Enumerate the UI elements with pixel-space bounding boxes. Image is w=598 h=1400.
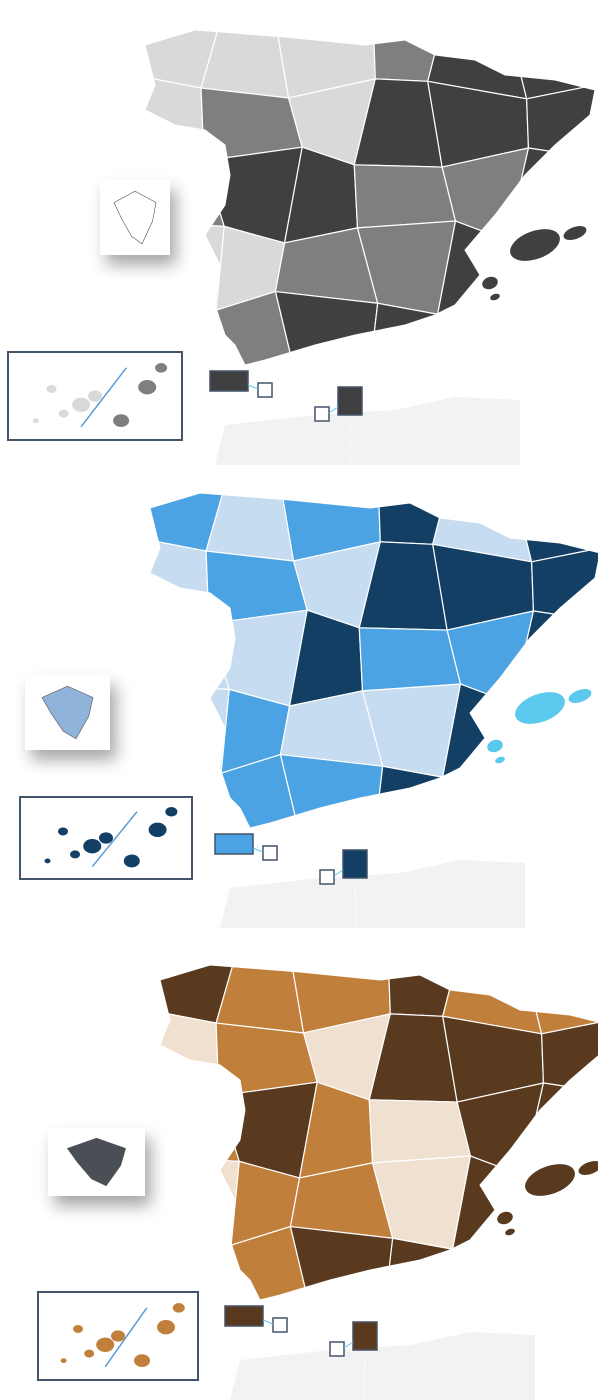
canary-island [172, 1303, 185, 1313]
balearic-island [505, 1228, 515, 1236]
canary-divider [91, 811, 138, 868]
melilla-marker [314, 406, 330, 422]
canary-island [165, 806, 178, 817]
balearic-island [515, 692, 565, 724]
canary-island [83, 839, 102, 854]
provinces [160, 965, 598, 1300]
province [205, 493, 295, 562]
spain-map [144, 29, 596, 422]
melilla-marker [329, 1341, 345, 1357]
province [150, 684, 230, 774]
balearic-island [563, 226, 587, 240]
melilla-link [328, 406, 339, 414]
province [368, 302, 439, 365]
balearic-island [578, 1161, 598, 1175]
province [368, 1099, 472, 1164]
province [510, 294, 595, 365]
canary-island [157, 1320, 175, 1335]
province [373, 765, 444, 828]
canary-island [44, 858, 51, 864]
canary-island [134, 1354, 150, 1368]
africa-coast [220, 860, 525, 928]
canary-island [111, 1330, 125, 1342]
melilla-link [343, 1341, 354, 1349]
canary-island [72, 397, 91, 412]
province [515, 757, 598, 828]
canary-island [32, 418, 39, 424]
melilla-box [337, 386, 363, 416]
spain-outline [149, 492, 598, 829]
canary-island [70, 850, 81, 859]
balearic-island [568, 689, 592, 703]
canary-island [148, 822, 167, 837]
province [150, 623, 231, 691]
spain-map [149, 492, 598, 885]
province [525, 1229, 598, 1300]
province [200, 30, 290, 99]
canary-divider [104, 1307, 148, 1368]
balearic-island [490, 293, 500, 301]
locator-shape [41, 685, 94, 740]
melilla-box [342, 849, 368, 879]
canary-island [99, 832, 113, 844]
canary-island [113, 414, 130, 428]
canary-island [58, 409, 69, 418]
balearic-island [497, 1211, 513, 1225]
canary-island [84, 1349, 95, 1358]
ceuta-marker [272, 1317, 288, 1333]
balearic-island [495, 756, 505, 764]
melilla-marker [319, 869, 335, 885]
province [383, 1237, 454, 1300]
spain-outline [144, 29, 596, 366]
balearic-island [525, 1164, 575, 1196]
canary-island [138, 380, 157, 395]
canary-inset [19, 796, 193, 880]
canary-divider [80, 367, 127, 428]
melilla-box [352, 1321, 378, 1351]
canary-island [58, 827, 68, 836]
ceuta-box [214, 833, 254, 855]
ceuta-link [247, 384, 259, 390]
locator-shape [66, 1137, 126, 1187]
canary-island [73, 1324, 83, 1333]
spain-outline [159, 964, 598, 1301]
melilla-link [333, 869, 344, 877]
canary-island [96, 1337, 115, 1353]
canary-island [88, 390, 102, 402]
provinces [145, 30, 595, 365]
province [358, 627, 462, 692]
ceuta-marker [262, 845, 278, 861]
province [160, 1156, 240, 1246]
balearic-island [510, 229, 560, 261]
africa-coast [230, 1332, 535, 1400]
canary-island [60, 1358, 67, 1364]
ceuta-box [224, 1305, 264, 1327]
ceuta-marker [257, 382, 273, 398]
ceuta-link [262, 1319, 274, 1325]
canary-island [46, 384, 57, 393]
ceuta-box [209, 370, 249, 392]
africa-coast [215, 397, 520, 465]
spain-map [159, 964, 598, 1357]
provinces [150, 493, 598, 828]
province [353, 164, 457, 229]
province [160, 1095, 241, 1163]
balearic-island [487, 739, 503, 753]
province [215, 965, 305, 1034]
balearic-island [482, 276, 498, 290]
canary-island [123, 854, 140, 868]
ceuta-link [252, 847, 264, 853]
locator-shape [113, 190, 157, 245]
canary-island [155, 363, 168, 373]
